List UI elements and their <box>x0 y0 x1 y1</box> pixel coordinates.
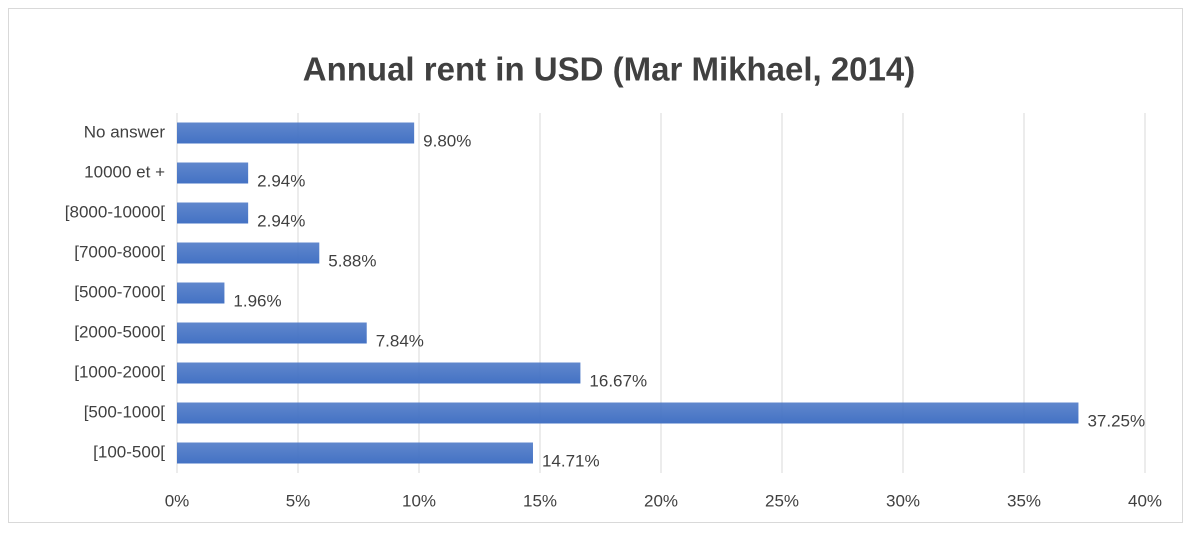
bar <box>177 202 249 224</box>
y-tick-label: 10000 et + <box>84 162 165 181</box>
y-tick-label: [100-500[ <box>93 442 165 461</box>
value-label: 16.67% <box>589 371 647 390</box>
y-tick-label: [5000-7000[ <box>74 282 165 301</box>
value-label: 5.88% <box>328 251 376 270</box>
x-tick-label: 25% <box>765 491 799 510</box>
x-tick-label: 20% <box>644 491 678 510</box>
x-tick-label: 5% <box>286 491 311 510</box>
x-tick-label: 15% <box>523 491 557 510</box>
value-label: 37.25% <box>1087 411 1145 430</box>
x-tick-label: 0% <box>165 491 190 510</box>
value-label: 7.84% <box>376 331 424 350</box>
x-tick-label: 35% <box>1007 491 1041 510</box>
value-label: 9.80% <box>423 131 471 150</box>
y-tick-label: [1000-2000[ <box>74 362 165 381</box>
value-label: 1.96% <box>233 291 281 310</box>
x-tick-label: 30% <box>886 491 920 510</box>
y-tick-label: [2000-5000[ <box>74 322 165 341</box>
bar <box>177 442 533 464</box>
x-tick-label: 40% <box>1128 491 1162 510</box>
bar <box>177 402 1079 424</box>
chart-title: Annual rent in USD (Mar Mikhael, 2014) <box>303 51 915 88</box>
bar <box>177 322 367 344</box>
bar <box>177 242 320 264</box>
y-tick-label: [8000-10000[ <box>65 202 165 221</box>
value-label: 14.71% <box>542 451 600 470</box>
bar <box>177 122 415 144</box>
x-tick-label: 10% <box>402 491 436 510</box>
y-tick-label: No answer <box>84 122 166 141</box>
bar <box>177 162 249 184</box>
y-tick-label: [500-1000[ <box>84 402 166 421</box>
bar <box>177 362 581 384</box>
bar <box>177 282 225 304</box>
y-tick-label: [7000-8000[ <box>74 242 165 261</box>
chart-border <box>8 8 1183 523</box>
value-label: 2.94% <box>257 171 305 190</box>
value-label: 2.94% <box>257 211 305 230</box>
